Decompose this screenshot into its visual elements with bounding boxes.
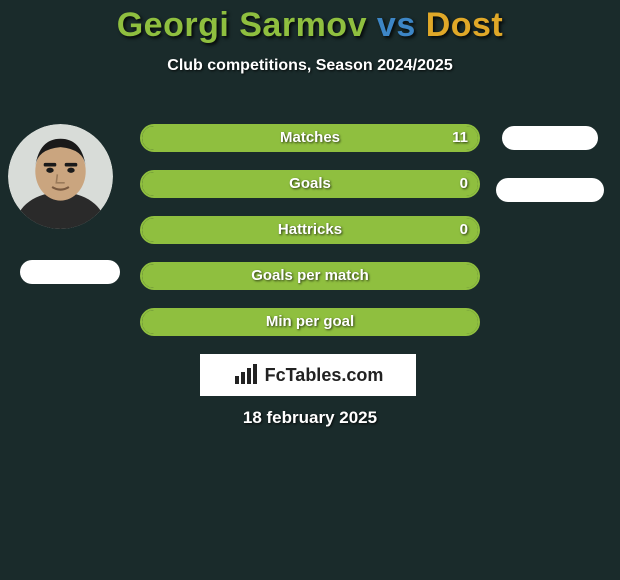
date-text: 18 february 2025 <box>0 408 620 428</box>
stats-rows: Matches 11 Goals 0 Hattricks 0 Goals per… <box>140 124 480 354</box>
stat-row-matches: Matches 11 <box>140 124 480 152</box>
stat-label: Min per goal <box>142 310 478 334</box>
page-title: Georgi Sarmov vs Dost <box>0 6 620 45</box>
title-player1: Georgi Sarmov <box>117 6 367 44</box>
stat-label: Goals <box>142 172 478 196</box>
stat-label: Goals per match <box>142 264 478 288</box>
stat-label: Hattricks <box>142 218 478 242</box>
subtitle: Club competitions, Season 2024/2025 <box>0 57 620 75</box>
player1-avatar <box>8 124 113 229</box>
player2-name-pill-2 <box>496 178 604 202</box>
logo-box[interactable]: FcTables.com <box>200 354 416 396</box>
stat-label: Matches <box>142 126 478 150</box>
stat-row-hattricks: Hattricks 0 <box>140 216 480 244</box>
stat-row-goals: Goals 0 <box>140 170 480 198</box>
logo-bars-icon <box>233 364 259 386</box>
stat-value-left: 11 <box>452 126 468 150</box>
stat-row-gpm: Goals per match <box>140 262 480 290</box>
player2-name-pill-1 <box>502 126 598 150</box>
stat-value-left: 0 <box>460 172 468 196</box>
stat-row-mpg: Min per goal <box>140 308 480 336</box>
logo-text: FcTables.com <box>265 365 384 386</box>
title-player2: Dost <box>426 6 504 44</box>
content-area: Georgi Sarmov vs Dost Club competitions,… <box>0 0 620 75</box>
title-vs: vs <box>367 6 426 44</box>
player1-name-pill <box>20 260 120 284</box>
stat-value-left: 0 <box>460 218 468 242</box>
